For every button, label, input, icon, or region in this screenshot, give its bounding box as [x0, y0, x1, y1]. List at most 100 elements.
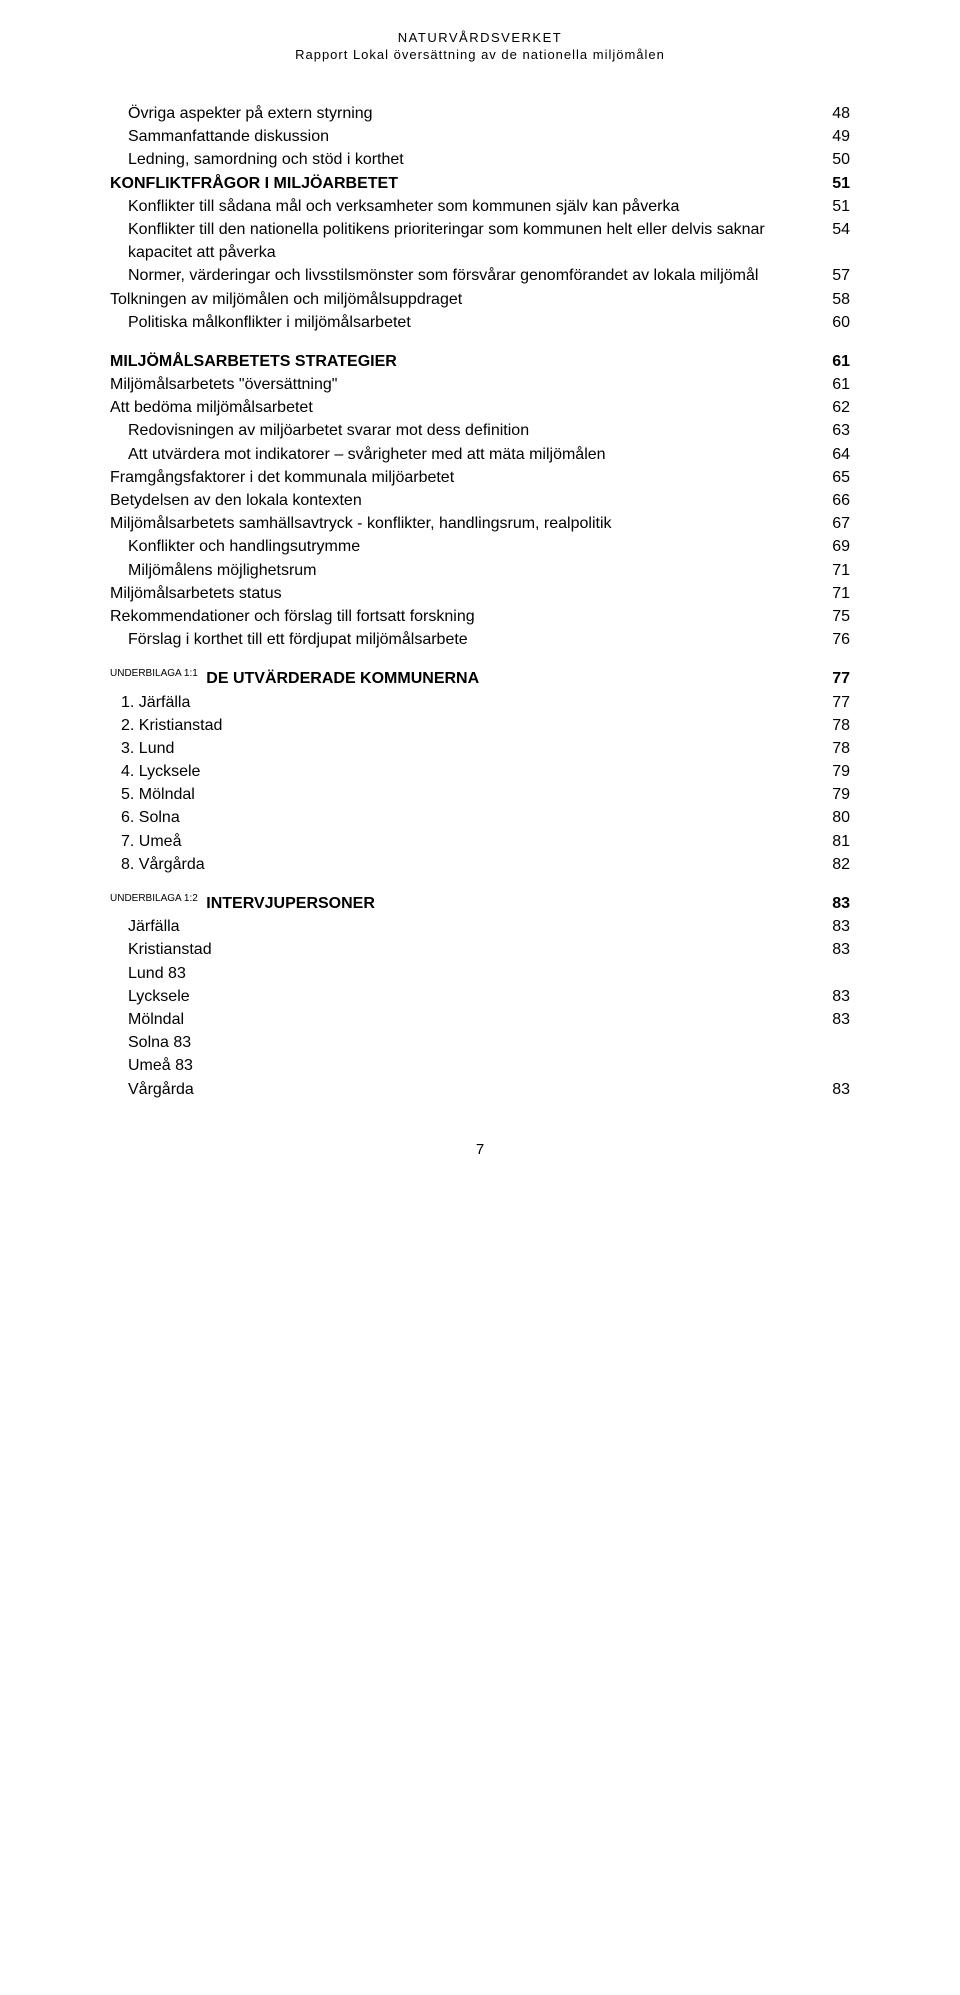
toc-label: Miljömålsarbetets samhällsavtryck - konf… [110, 512, 832, 535]
page-number: 7 [110, 1141, 850, 1158]
toc-row: Tolkningen av miljömålen och miljömålsup… [110, 288, 850, 311]
toc-row: Miljömålsarbetets status71 [110, 582, 850, 605]
toc-page: 50 [832, 148, 850, 171]
toc-page: 80 [832, 806, 850, 829]
underbilaga-page: 77 [832, 667, 850, 690]
toc-page: 71 [832, 582, 850, 605]
toc-row: Kristianstad83 [110, 938, 850, 961]
toc-page: 83 [832, 1008, 850, 1031]
toc-section-title: MILJÖMÅLSARBETETS STRATEGIER 61 [110, 350, 850, 373]
toc-row: Övriga aspekter på extern styrning48 [110, 102, 850, 125]
toc-label: 6. Solna [110, 806, 832, 829]
toc-row: Politiska målkonflikter i miljömålsarbet… [110, 311, 850, 334]
toc-label: 3. Lund [110, 737, 832, 760]
toc-row: 5. Mölndal79 [110, 783, 850, 806]
toc-label: Miljömålsarbetets "översättning" [110, 373, 832, 396]
toc-page: 83 [832, 938, 850, 961]
toc-row-inline: Umeå 83 [110, 1054, 850, 1077]
toc-page: 79 [832, 783, 850, 806]
toc-page: 79 [832, 760, 850, 783]
toc-page: 67 [832, 512, 850, 535]
toc-row: Lycksele83 [110, 985, 850, 1008]
toc-row: 2. Kristianstad78 [110, 714, 850, 737]
toc-label: Normer, värderingar och livsstilsmönster… [110, 264, 832, 287]
toc-page: 83 [832, 1078, 850, 1101]
toc-label: Att utvärdera mot indikatorer – svårighe… [110, 443, 832, 466]
toc-page: 82 [832, 853, 850, 876]
toc-row: Sammanfattande diskussion49 [110, 125, 850, 148]
toc-label: Ledning, samordning och stöd i korthet [110, 148, 832, 171]
toc-block-2: Konflikter till sådana mål och verksamhe… [110, 195, 850, 334]
toc-page: 64 [832, 443, 850, 466]
toc-label: Miljömålsarbetets status [110, 582, 832, 605]
toc-row: Rekommendationer och förslag till fortsa… [110, 605, 850, 628]
toc-row: Konflikter och handlingsutrymme69 [110, 535, 850, 558]
toc-row: Normer, värderingar och livsstilsmönster… [110, 264, 850, 287]
toc-row: Miljömålens möjlighetsrum71 [110, 559, 850, 582]
underbilaga-1-header: UNDERBILAGA 1:1 DE UTVÄRDERADE KOMMUNERN… [110, 667, 850, 690]
toc-row: Betydelsen av den lokala kontexten66 [110, 489, 850, 512]
page-container: NATURVÅRDSVERKET Rapport Lokal översättn… [0, 0, 960, 1218]
toc-label: Rekommendationer och förslag till fortsa… [110, 605, 832, 628]
toc-page: 66 [832, 489, 850, 512]
toc-page: 49 [832, 125, 850, 148]
toc-page: 51 [832, 195, 850, 218]
toc-label: 5. Mölndal [110, 783, 832, 806]
toc-row: Miljömålsarbetets samhällsavtryck - konf… [110, 512, 850, 535]
underbilaga-prefix: UNDERBILAGA 1:1 [110, 668, 198, 679]
toc-label: Vårgårda [110, 1078, 832, 1101]
underbilaga-prefix: UNDERBILAGA 1:2 [110, 893, 198, 904]
toc-label: Järfälla [110, 915, 832, 938]
toc-label: Lycksele [110, 985, 832, 1008]
toc-row: Framgångsfaktorer i det kommunala miljöa… [110, 466, 850, 489]
toc-label: Konflikter och handlingsutrymme [110, 535, 832, 558]
toc-row: Järfälla83 [110, 915, 850, 938]
toc-label: Miljömålens möjlighetsrum [110, 559, 832, 582]
toc-label: Kristianstad [110, 938, 832, 961]
toc-page: 71 [832, 559, 850, 582]
underbilaga-title: INTERVJUPERSONER [206, 895, 375, 912]
toc-label: 2. Kristianstad [110, 714, 832, 737]
toc-label: Mölndal [110, 1008, 832, 1031]
toc-page: 75 [832, 605, 850, 628]
toc-page: 51 [832, 172, 850, 195]
toc-page: 48 [832, 102, 850, 125]
toc-page: 78 [832, 714, 850, 737]
toc-label: Förslag i korthet till ett fördjupat mil… [110, 628, 832, 651]
toc-page: 60 [832, 311, 850, 334]
toc-label: Politiska målkonflikter i miljömålsarbet… [110, 311, 832, 334]
toc-row: 8. Vårgårda82 [110, 853, 850, 876]
toc-label: Att bedöma miljömålsarbetet [110, 396, 832, 419]
underbilaga-page: 83 [832, 892, 850, 915]
toc-label: Övriga aspekter på extern styrning [110, 102, 832, 125]
toc-row: Vårgårda83 [110, 1078, 850, 1101]
toc-row-inline: Lund 83 [110, 962, 850, 985]
toc-row: Mölndal83 [110, 1008, 850, 1031]
toc-row: Att utvärdera mot indikatorer – svårighe… [110, 443, 850, 466]
toc-label: 8. Vårgårda [110, 853, 832, 876]
toc-page: 65 [832, 466, 850, 489]
toc-label: 4. Lycksele [110, 760, 832, 783]
toc-row: Redovisningen av miljöarbetet svarar mot… [110, 419, 850, 442]
toc-page: 83 [832, 915, 850, 938]
toc-row: Ledning, samordning och stöd i korthet50 [110, 148, 850, 171]
toc-row-inline: Solna 83 [110, 1031, 850, 1054]
underbilaga-2-items: Järfälla83Kristianstad83Lund 83Lycksele8… [110, 915, 850, 1101]
toc-row: 6. Solna80 [110, 806, 850, 829]
toc-row: 7. Umeå81 [110, 830, 850, 853]
toc-label: Tolkningen av miljömålen och miljömålsup… [110, 288, 832, 311]
toc-row: Att bedöma miljömålsarbetet62 [110, 396, 850, 419]
toc-block-3: Miljömålsarbetets "översättning"61Att be… [110, 373, 850, 651]
toc-label: Framgångsfaktorer i det kommunala miljöa… [110, 466, 832, 489]
toc-page: 57 [832, 264, 850, 287]
toc-label: Redovisningen av miljöarbetet svarar mot… [110, 419, 832, 442]
toc-page: 77 [832, 691, 850, 714]
doc-header-line1: NATURVÅRDSVERKET [110, 30, 850, 45]
toc-label: Konflikter till sådana mål och verksamhe… [110, 195, 832, 218]
toc-page: 62 [832, 396, 850, 419]
toc-label: 7. Umeå [110, 830, 832, 853]
toc-page: 58 [832, 288, 850, 311]
toc-row: Förslag i korthet till ett fördjupat mil… [110, 628, 850, 651]
underbilaga-1-items: 1. Järfälla772. Kristianstad783. Lund784… [110, 691, 850, 877]
toc-label: Sammanfattande diskussion [110, 125, 832, 148]
